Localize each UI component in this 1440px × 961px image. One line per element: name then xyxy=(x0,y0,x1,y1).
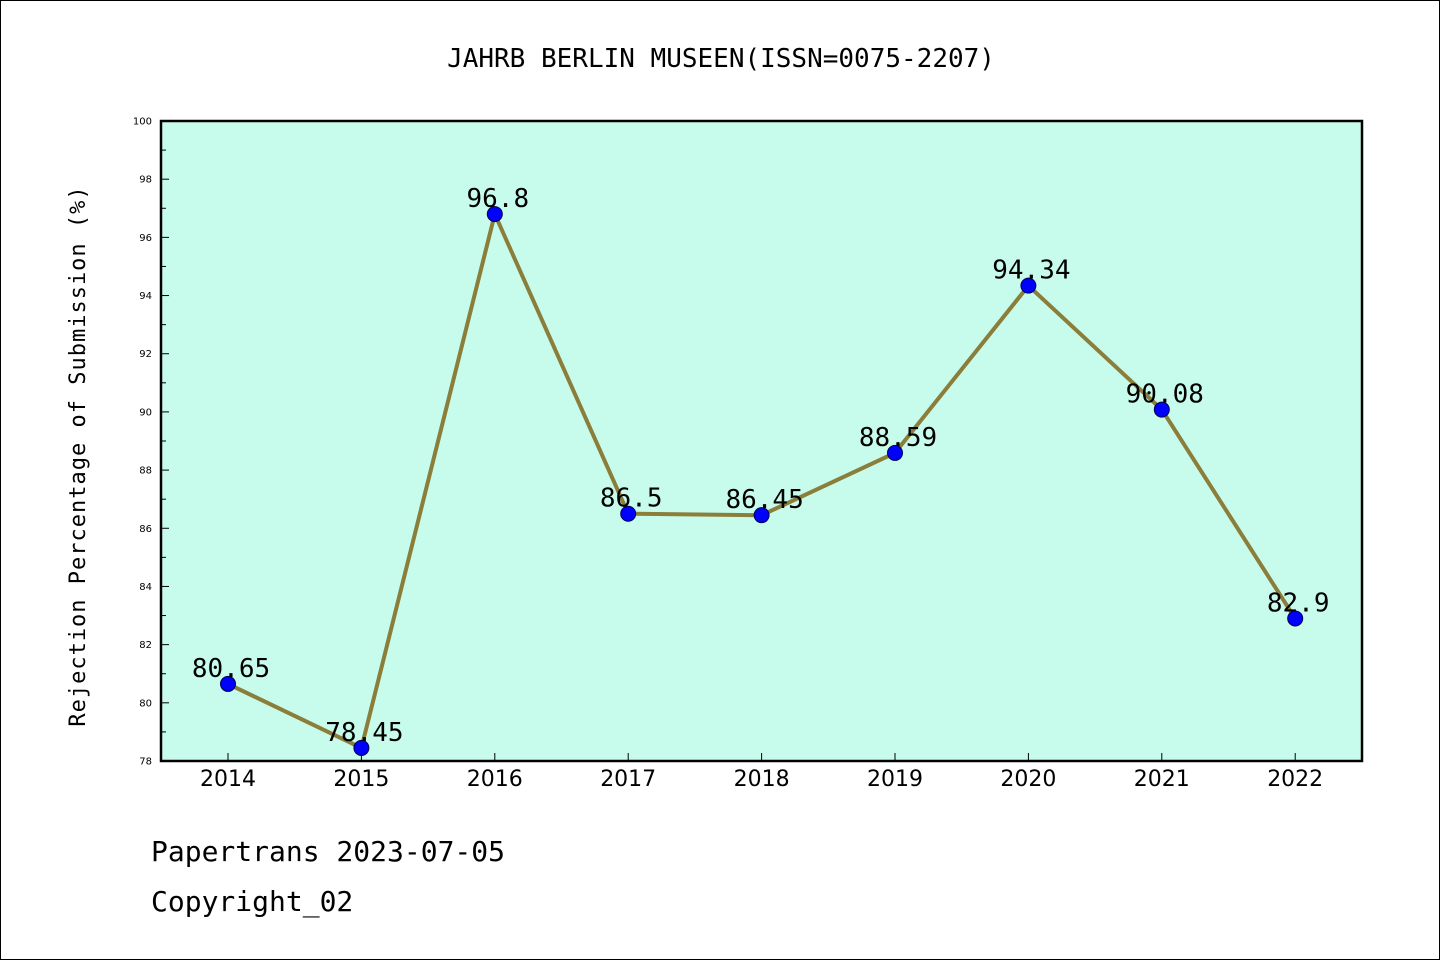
marker-group xyxy=(220,206,1304,756)
data-label: 90.08 xyxy=(1126,380,1204,410)
data-point xyxy=(353,739,370,756)
x-tick-label: 2018 xyxy=(734,767,790,792)
y-tick-label: 80 xyxy=(139,698,152,709)
y-tick-label: 92 xyxy=(139,349,152,360)
x-tick-label: 2015 xyxy=(333,767,389,792)
y-tick-label: 86 xyxy=(139,524,152,535)
y-tick-label: 100 xyxy=(133,117,152,128)
data-point xyxy=(486,206,503,223)
y-tick-label: 82 xyxy=(139,640,152,651)
data-label: 96.8 xyxy=(466,184,529,214)
x-tick-label: 2019 xyxy=(867,767,923,792)
data-point xyxy=(220,675,236,692)
y-tick-label: 96 xyxy=(139,233,152,244)
data-point xyxy=(1153,401,1170,418)
data-point xyxy=(753,507,770,524)
x-tick-label: 2022 xyxy=(1267,767,1323,792)
x-tick-label: 2017 xyxy=(600,767,656,792)
data-label-group: 80.65 78.45 96.8 86.5 86.45 88.59 94.34 90.08 82… xyxy=(192,184,1330,748)
data-label: 82.9 xyxy=(1267,588,1330,618)
data-point xyxy=(620,505,637,522)
data-label: 86.45 xyxy=(725,485,803,515)
data-point xyxy=(887,444,903,461)
data-label: 86.5 xyxy=(600,484,663,514)
data-point xyxy=(1287,610,1304,627)
data-label: 94.34 xyxy=(992,256,1070,286)
y-tick-label: 78 xyxy=(139,757,152,768)
y-axis-label: Rejection Percentage of Submission (%) xyxy=(66,185,91,726)
y-tick-label: 94 xyxy=(139,291,152,302)
plot-area xyxy=(159,119,1364,763)
x-tick-label: 2016 xyxy=(467,767,523,792)
y-tick-label: 90 xyxy=(139,407,152,418)
y-tick-label: 98 xyxy=(139,175,152,186)
x-tick-label: 2020 xyxy=(1000,767,1056,792)
data-point xyxy=(1020,277,1037,294)
y-tick-label: 84 xyxy=(139,582,152,593)
x-axis: 2014 2015 2016 2017 2018 2019 2020 2021 2022 xyxy=(200,753,1323,792)
x-tick-label: 2014 xyxy=(200,767,256,792)
data-label: 80.65 xyxy=(192,654,270,684)
data-label: 78.45 xyxy=(325,718,403,748)
x-tick-label: 2021 xyxy=(1134,767,1190,792)
y-axis: 78 80 82 84 86 88 90 92 94 96 98 100 xyxy=(133,117,169,768)
y-tick-label: 88 xyxy=(139,466,152,477)
footer-copyright: Copyright_02 xyxy=(151,885,354,918)
footer-date: Papertrans 2023-07-05 xyxy=(151,835,506,868)
data-label: 88.59 xyxy=(859,423,937,453)
chart-title: JAHRB BERLIN MUSEEN(ISSN=0075-2207) xyxy=(447,44,995,74)
